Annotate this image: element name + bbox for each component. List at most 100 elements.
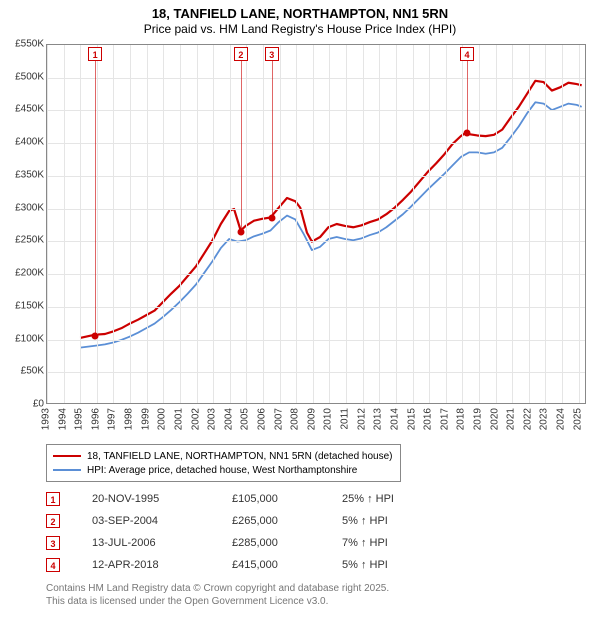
title-block: 18, TANFIELD LANE, NORTHAMPTON, NN1 5RN … xyxy=(0,0,600,36)
x-axis-label: 1995 xyxy=(74,408,85,430)
tx-date: 12-APR-2018 xyxy=(92,559,232,571)
gridline-v xyxy=(130,45,131,403)
gridline-v xyxy=(280,45,281,403)
x-axis-label: 2016 xyxy=(423,408,434,430)
y-axis-label: £450K xyxy=(4,104,44,115)
tx-marker: 3 xyxy=(46,536,60,550)
gridline-h xyxy=(47,307,585,308)
x-axis-label: 2024 xyxy=(556,408,567,430)
gridline-h xyxy=(47,110,585,111)
x-axis-label: 2018 xyxy=(456,408,467,430)
tx-date: 03-SEP-2004 xyxy=(92,515,232,527)
x-axis-label: 2003 xyxy=(207,408,218,430)
gridline-v xyxy=(230,45,231,403)
tx-date: 13-JUL-2006 xyxy=(92,537,232,549)
marker-dot xyxy=(268,215,275,222)
attribution: Contains HM Land Registry data © Crown c… xyxy=(46,582,389,608)
legend: 18, TANFIELD LANE, NORTHAMPTON, NN1 5RN … xyxy=(46,444,401,482)
gridline-v xyxy=(163,45,164,403)
gridline-h xyxy=(47,209,585,210)
chart-title: 18, TANFIELD LANE, NORTHAMPTON, NN1 5RN xyxy=(0,6,600,21)
marker-box: 2 xyxy=(234,47,248,61)
y-axis-label: £200K xyxy=(4,268,44,279)
gridline-v xyxy=(346,45,347,403)
x-axis-label: 2012 xyxy=(356,408,367,430)
marker-dot xyxy=(92,333,99,340)
y-axis-label: £50K xyxy=(4,366,44,377)
tx-marker: 2 xyxy=(46,514,60,528)
table-row: 3 13-JUL-2006£285,0007% ↑ HPI xyxy=(46,532,442,554)
tx-date: 20-NOV-1995 xyxy=(92,493,232,505)
x-axis-label: 1993 xyxy=(41,408,52,430)
legend-label: HPI: Average price, detached house, West… xyxy=(87,465,357,476)
x-axis-label: 2015 xyxy=(406,408,417,430)
gridline-v xyxy=(429,45,430,403)
gridline-v xyxy=(296,45,297,403)
gridline-v xyxy=(213,45,214,403)
y-axis-label: £300K xyxy=(4,202,44,213)
legend-swatch xyxy=(53,455,81,457)
marker-box: 3 xyxy=(265,47,279,61)
marker-box: 4 xyxy=(460,47,474,61)
x-axis-label: 2022 xyxy=(522,408,533,430)
gridline-v xyxy=(47,45,48,403)
gridline-v xyxy=(113,45,114,403)
gridline-v xyxy=(396,45,397,403)
x-axis-label: 2007 xyxy=(273,408,284,430)
plot-area: 1 2 3 4 xyxy=(46,44,586,404)
table-row: 120-NOV-1995£105,00025% ↑ HPI xyxy=(46,488,442,510)
gridline-h xyxy=(47,176,585,177)
tx-marker: 4 xyxy=(46,558,60,572)
gridline-h xyxy=(47,143,585,144)
legend-label: 18, TANFIELD LANE, NORTHAMPTON, NN1 5RN … xyxy=(87,451,392,462)
gridline-v xyxy=(446,45,447,403)
marker-box: 1 xyxy=(88,47,102,61)
gridline-h xyxy=(47,340,585,341)
gridline-v xyxy=(562,45,563,403)
tx-marker: 1 xyxy=(46,492,60,506)
gridline-v xyxy=(64,45,65,403)
gridline-v xyxy=(313,45,314,403)
x-axis-label: 2002 xyxy=(190,408,201,430)
tx-price: £285,000 xyxy=(232,537,342,549)
y-axis-label: £100K xyxy=(4,333,44,344)
tx-pct: 7% ↑ HPI xyxy=(342,537,442,549)
x-axis-label: 2020 xyxy=(489,408,500,430)
gridline-v xyxy=(80,45,81,403)
x-axis-label: 1999 xyxy=(140,408,151,430)
attribution-line: Contains HM Land Registry data © Crown c… xyxy=(46,582,389,595)
table-row: 203-SEP-2004£265,0005% ↑ HPI xyxy=(46,510,442,532)
x-axis-label: 1997 xyxy=(107,408,118,430)
x-axis-label: 2009 xyxy=(306,408,317,430)
y-axis-label: £350K xyxy=(4,169,44,180)
marker-line xyxy=(241,61,242,232)
x-axis-label: 2010 xyxy=(323,408,334,430)
tx-pct: 5% ↑ HPI xyxy=(342,515,442,527)
tx-pct: 5% ↑ HPI xyxy=(342,559,442,571)
y-axis-label: £550K xyxy=(4,39,44,50)
gridline-h xyxy=(47,372,585,373)
gridline-v xyxy=(379,45,380,403)
legend-item: HPI: Average price, detached house, West… xyxy=(53,463,392,477)
legend-swatch xyxy=(53,469,81,471)
x-axis-label: 1994 xyxy=(57,408,68,430)
gridline-h xyxy=(47,241,585,242)
marker-dot xyxy=(237,228,244,235)
marker-line xyxy=(467,61,468,133)
x-axis-label: 2011 xyxy=(340,408,351,430)
x-axis-label: 2008 xyxy=(290,408,301,430)
line-series-svg xyxy=(47,45,585,403)
x-axis-label: 2000 xyxy=(157,408,168,430)
table-row: 4 12-APR-2018£415,0005% ↑ HPI xyxy=(46,554,442,576)
gridline-v xyxy=(512,45,513,403)
gridline-v xyxy=(363,45,364,403)
x-axis-label: 2004 xyxy=(223,408,234,430)
y-axis-label: £500K xyxy=(4,71,44,82)
tx-price: £415,000 xyxy=(232,559,342,571)
x-axis-label: 2021 xyxy=(506,408,517,430)
x-axis-label: 2013 xyxy=(373,408,384,430)
gridline-h xyxy=(47,274,585,275)
y-axis-label: £400K xyxy=(4,137,44,148)
gridline-v xyxy=(180,45,181,403)
x-axis-label: 2023 xyxy=(539,408,550,430)
